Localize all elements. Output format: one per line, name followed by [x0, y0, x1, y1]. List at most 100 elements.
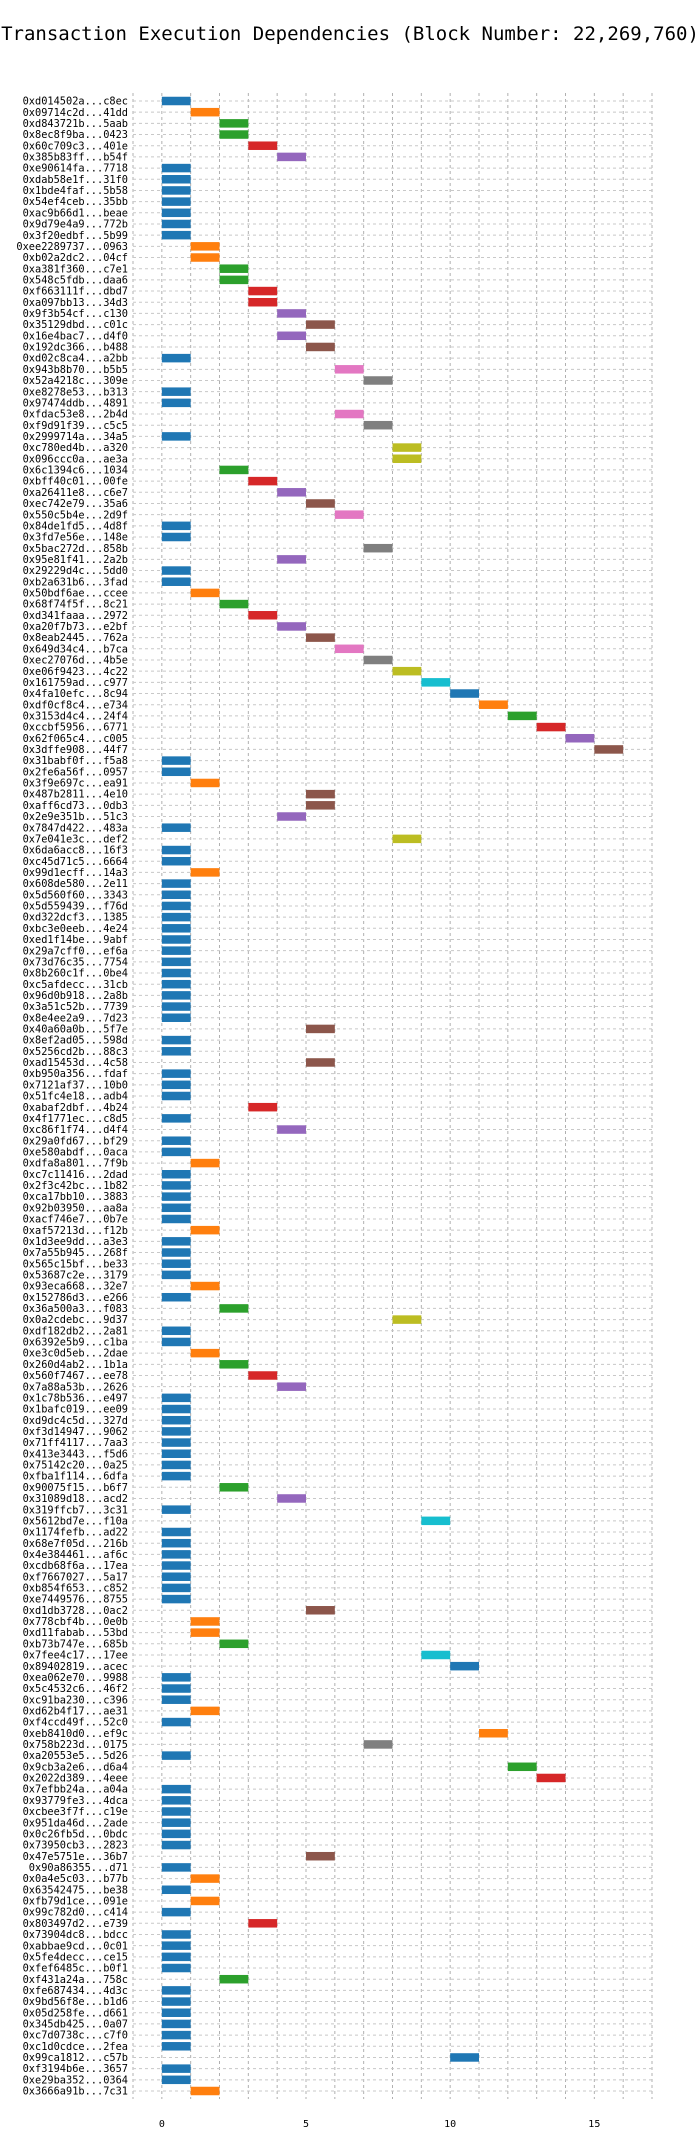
dependency-bar — [306, 1024, 335, 1034]
tx-hash-label: 0xdf182db2...2a81 — [23, 1325, 128, 1337]
tx-hash-label: 0xca17bb10...3883 — [23, 1191, 128, 1203]
dependency-bar — [161, 353, 191, 363]
dependency-bar — [161, 1840, 191, 1850]
dependency-bar — [219, 1360, 249, 1369]
tx-hash-label: 0x260d4ab2...1b1a — [23, 1359, 128, 1371]
tx-hash-label: 0x7121af37...10b0 — [23, 1079, 128, 1091]
tx-hash-label: 0xa381f360...c7e1 — [23, 263, 128, 275]
tx-hash-label: 0x6da6acc8...16f3 — [23, 845, 128, 857]
tx-hash-label: 0x53687c2e...3179 — [23, 1269, 128, 1281]
dependency-bar — [219, 130, 249, 139]
dependency-bar — [161, 845, 191, 855]
dependency-bar — [277, 309, 306, 318]
dependency-bar — [161, 398, 191, 408]
tx-hash-label: 0x47e5751e...36b7 — [23, 1851, 128, 1863]
dependency-bar — [219, 1974, 249, 1984]
dependency-bar — [277, 488, 306, 497]
dependency-bar — [190, 1158, 220, 1168]
dependency-bar — [421, 1650, 451, 1660]
tx-hash-label: 0x2e9e351b...51c3 — [23, 811, 128, 823]
tx-hash-label: 0xd341faaa...2972 — [23, 610, 128, 622]
tx-hash-label: 0x1c78b536...e497 — [23, 1392, 128, 1404]
tx-hash-label: 0x16e4bac7...d4f0 — [23, 330, 128, 342]
dependency-bar — [161, 1952, 191, 1962]
tx-hash-label: 0x608de580...2e11 — [23, 878, 128, 890]
tx-hash-label: 0x60c709c3...401e — [23, 140, 128, 152]
tx-hash-label: 0x8ec8f9ba...0423 — [23, 129, 128, 141]
dependency-bar — [161, 2075, 191, 2085]
tx-hash-label: 0xc1d0cdce...2fea — [23, 2041, 128, 2053]
dependency-bar — [248, 286, 278, 296]
dependency-bar — [161, 1885, 191, 1895]
dependency-bar — [161, 968, 191, 978]
dependency-bar — [161, 1594, 191, 1604]
tx-hash-label: 0x152786d3...e266 — [23, 1292, 128, 1304]
tx-hash-label: 0x93eca668...32e7 — [23, 1281, 128, 1293]
tx-hash-label: 0xb854f653...c852 — [23, 1583, 128, 1595]
tx-hash-label: 0x3a51c52b...7739 — [23, 1001, 128, 1013]
dependency-bar — [392, 454, 422, 464]
tx-hash-label: 0x4fa10efc...8c94 — [23, 688, 128, 700]
dependency-bar — [161, 890, 191, 900]
dependency-bar — [363, 420, 393, 430]
dependency-bar — [334, 510, 364, 519]
tx-hash-label: 0xec27076d...4b5e — [23, 655, 128, 667]
dependency-bar — [161, 186, 191, 195]
tx-hash-label: 0xe90614fa...7718 — [23, 163, 128, 175]
tx-hash-label: 0x8ef2ad05...598d — [23, 1035, 128, 1047]
dependency-bar — [161, 96, 191, 106]
dependency-bar — [334, 644, 364, 654]
tx-hash-label: 0xfdac53e8...2b4d — [23, 409, 128, 421]
tx-hash-label: 0xbc3e0eeb...4e24 — [23, 923, 128, 935]
tx-hash-label: 0x5256cd2b...88c3 — [23, 1046, 128, 1058]
tx-hash-label: 0x758b223d...0175 — [23, 1739, 128, 1751]
tx-hash-label: 0xd02c8ca4...a2bb — [23, 353, 128, 365]
dependency-bar — [161, 566, 191, 575]
tx-hash-label: 0xaff6cd73...0db3 — [23, 800, 128, 812]
x-tick-label: 5 — [303, 2119, 309, 2130]
dependency-bar — [219, 1483, 249, 1492]
tx-hash-label: 0xdab58e1f...31f0 — [23, 174, 128, 186]
tx-hash-label: 0x7a88a53b...2626 — [23, 1381, 128, 1393]
tx-hash-label: 0xe580abdf...0aca — [23, 1146, 128, 1158]
dependency-bar — [161, 163, 191, 173]
dependency-bar — [334, 409, 364, 419]
tx-hash-label: 0x9bd56f8e...b1d6 — [23, 1996, 128, 2008]
tx-hash-label: 0xe8278e53...b313 — [23, 386, 128, 398]
tx-hash-label: 0xb2a631b6...3fad — [23, 576, 128, 588]
dependency-bar — [190, 1617, 220, 1626]
dependency-bar — [363, 1740, 393, 1749]
dependency-bar — [161, 1930, 191, 1939]
tx-hash-label: 0x51fc4e18...adb4 — [23, 1091, 128, 1103]
dependency-bar — [161, 577, 191, 586]
dependency-bar — [161, 1807, 191, 1816]
dependency-bar — [161, 1393, 191, 1403]
tx-hash-label: 0x40a60a0b...5f7e — [23, 1024, 128, 1036]
x-tick-label: 0 — [159, 2119, 165, 2130]
dependency-bar — [277, 1494, 306, 1503]
tx-hash-label: 0xd9dc4c5d...327d — [23, 1415, 128, 1427]
tx-hash-label: 0x54ef4ceb...35bb — [23, 196, 128, 208]
dependency-bar — [161, 1415, 191, 1425]
tx-hash-label: 0xdf0cf8c4...e734 — [23, 699, 128, 711]
dependency-bar — [161, 1986, 191, 1995]
tx-hash-label: 0xed1f14be...9abf — [23, 934, 128, 946]
dependency-bar — [161, 1270, 191, 1280]
tx-hash-label: 0x3dffe908...44f7 — [23, 744, 128, 756]
dependency-bar — [161, 1471, 191, 1481]
tx-hash-label: 0xe06f9423...4c22 — [23, 666, 128, 678]
tx-hash-label: 0x73950cb3...2823 — [23, 1840, 128, 1852]
dependency-bar — [479, 1728, 508, 1738]
tx-hash-label: 0x62f065c4...c005 — [23, 733, 128, 745]
tx-hash-label: 0x5d559439...f76d — [23, 901, 128, 913]
tx-hash-label: 0x96d0b918...2a8b — [23, 990, 128, 1002]
dependency-bar — [161, 1717, 191, 1727]
dependency-bar — [161, 1796, 191, 1805]
dependency-bar — [161, 1114, 191, 1123]
dependency-bar — [161, 901, 191, 911]
tx-hash-label: 0xcdb68f6a...17ea — [23, 1560, 128, 1572]
tx-hash-label: 0xbff40c01...00fe — [23, 476, 128, 488]
dependency-bar — [161, 1907, 191, 1917]
dependency-bar — [161, 1438, 191, 1447]
tx-hash-label: 0xc45d71c5...6664 — [23, 856, 128, 868]
